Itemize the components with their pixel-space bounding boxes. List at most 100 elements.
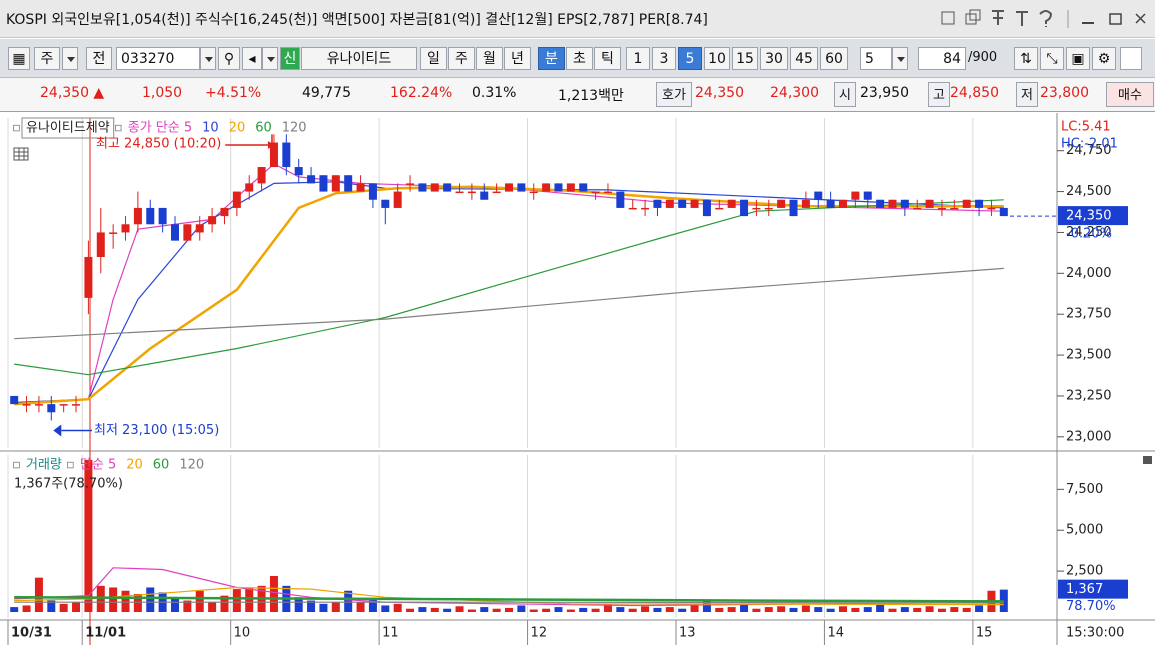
checkbox[interactable] — [1120, 47, 1142, 70]
volume-bar — [171, 597, 179, 612]
search-button[interactable]: ⚲ — [218, 47, 240, 70]
volume-bar — [146, 587, 155, 612]
x-tick-label: 10 — [234, 626, 251, 641]
legend-entry: 10 — [202, 121, 219, 136]
ma-line — [14, 199, 1004, 376]
candle-body — [220, 207, 229, 217]
candle-body — [47, 404, 56, 413]
icon[interactable] — [1016, 11, 1028, 26]
x-tick-label: 13 — [679, 626, 696, 641]
marker: ▫ — [66, 458, 75, 473]
high-label: 고 — [928, 82, 950, 107]
count-max: /900 — [968, 50, 998, 65]
volume-bar — [72, 602, 81, 612]
volume-bar — [195, 590, 204, 612]
volume-bar — [740, 604, 749, 612]
volume-bar — [789, 607, 798, 612]
stock-name[interactable]: 유나이티드 — [301, 47, 417, 70]
unit-button[interactable]: 년 — [504, 47, 531, 70]
quote-row: 24,350 ▲ 1,050 +4.51% 49,775 162.24% 0.3… — [0, 78, 1155, 112]
volume-bar — [393, 603, 402, 612]
last-box — [1058, 206, 1128, 226]
legend-entry: 120 — [282, 121, 307, 136]
minute-button[interactable]: 10 — [704, 47, 730, 70]
unit-button[interactable]: 일 — [420, 47, 447, 70]
dropdown[interactable] — [892, 47, 908, 70]
minute-button[interactable]: 60 — [820, 47, 848, 70]
menu-icon[interactable]: ▦ — [8, 47, 30, 70]
candle-body — [109, 232, 118, 234]
last-box — [1058, 579, 1128, 599]
settings-icon[interactable]: ⚙ — [1092, 47, 1116, 70]
candle-body — [863, 191, 872, 200]
last-label: 24,350 — [1066, 209, 1112, 224]
icon[interactable] — [969, 9, 981, 21]
volume-bar — [975, 605, 984, 612]
volume-bar — [937, 608, 946, 612]
x-tick-label: 10/31 — [11, 626, 52, 641]
unit-button[interactable]: 월 — [476, 47, 503, 70]
volume: 49,775 — [302, 85, 351, 101]
code-input[interactable]: 033270 — [116, 47, 200, 70]
candle-body — [22, 404, 31, 406]
candle-body — [888, 199, 897, 208]
minute-button[interactable]: 30 — [760, 47, 788, 70]
close[interactable] — [1135, 13, 1146, 24]
volume-bar — [307, 600, 316, 612]
candle-body — [653, 199, 662, 208]
candle-body — [913, 207, 922, 210]
tool-icon[interactable]: ⤡ — [1040, 47, 1064, 70]
candle-body — [665, 199, 674, 208]
minute-button[interactable]: 5 — [678, 47, 702, 70]
unit-button[interactable]: 분 — [538, 47, 565, 70]
unit-button[interactable]: 초 — [566, 47, 593, 70]
maximize[interactable] — [1109, 13, 1122, 25]
title-text: KOSPI 외국인보유[1,054(천)] 주식수[16,245(천)] 액면[… — [6, 12, 708, 28]
volume-bar — [467, 609, 476, 612]
candle-body — [480, 191, 489, 200]
change: 1,050 — [142, 85, 183, 101]
candle-body — [628, 207, 637, 210]
volume-bar — [517, 605, 526, 612]
y-tick-label: 23,750 — [1066, 307, 1112, 322]
volume-bar — [418, 607, 427, 612]
tool-icon[interactable]: ⇅ — [1014, 47, 1038, 70]
prev-button[interactable]: 전 — [86, 47, 112, 70]
icon[interactable] — [965, 13, 977, 25]
period-select[interactable]: 주 — [34, 47, 60, 70]
interval-input[interactable]: 5 — [860, 47, 892, 70]
candle-body — [987, 207, 996, 210]
minute-button[interactable]: 1 — [626, 47, 650, 70]
unit-button[interactable]: 틱 — [594, 47, 621, 70]
volume-bar — [430, 607, 439, 612]
count-input[interactable]: 84 — [918, 47, 966, 70]
minute-button[interactable]: 45 — [790, 47, 818, 70]
volume-bar — [84, 459, 93, 612]
dropdown[interactable] — [262, 47, 278, 70]
save-icon[interactable]: ▣ — [1066, 47, 1090, 70]
minute-button[interactable]: 15 — [732, 47, 758, 70]
table-icon[interactable] — [13, 147, 29, 161]
dropdown[interactable] — [62, 47, 78, 70]
dropdown[interactable] — [200, 47, 216, 70]
minute-button[interactable]: 3 — [652, 47, 676, 70]
candle-body — [195, 224, 204, 233]
candle-body — [801, 199, 810, 208]
volume-bar — [406, 608, 415, 612]
icon[interactable] — [941, 11, 955, 25]
volume-bar — [752, 608, 761, 612]
candle-body — [84, 256, 93, 298]
candle-body — [554, 183, 563, 192]
candle-body — [430, 183, 439, 192]
volume-bar — [900, 607, 909, 612]
sound-button[interactable]: ◂ — [242, 47, 262, 70]
volume-bar — [542, 608, 551, 612]
panel-icon[interactable] — [1143, 456, 1152, 464]
buy-button[interactable]: 매수 — [1106, 82, 1154, 107]
volume-bar — [999, 589, 1008, 612]
icon[interactable] — [992, 10, 1004, 25]
candle-body — [715, 207, 724, 210]
unit-button[interactable]: 주 — [448, 47, 475, 70]
icon[interactable] — [1039, 10, 1053, 27]
